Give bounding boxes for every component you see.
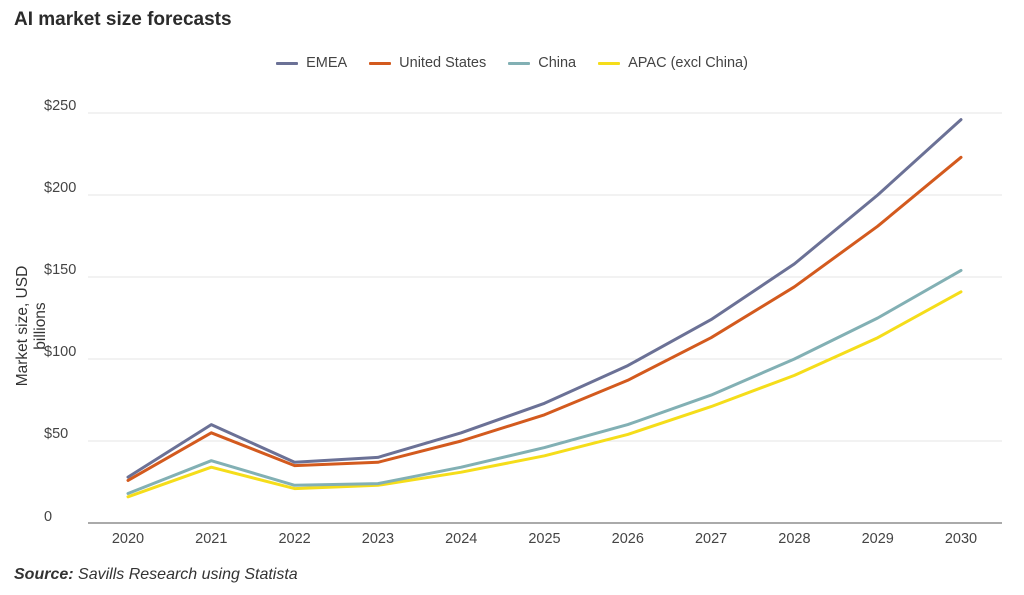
x-tick-label: 2020: [112, 531, 144, 547]
y-tick-label: 0: [44, 509, 52, 525]
x-tick-label: 2030: [945, 531, 977, 547]
legend-swatch: [369, 61, 392, 65]
legend-item: APAC (excl China): [598, 55, 748, 71]
legend-item: United States: [369, 55, 486, 71]
x-tick-label: 2023: [362, 531, 394, 547]
x-tick-label: 2022: [278, 531, 310, 547]
series-line-emea: [126, 118, 963, 479]
y-tick-label: $100: [44, 344, 76, 360]
source-label: Source:: [14, 566, 74, 583]
series-line-china: [126, 268, 963, 495]
series-line-apac-excl-china: [126, 290, 963, 499]
x-tick-label: 2028: [778, 531, 810, 547]
x-tick-label: 2021: [195, 531, 227, 547]
x-tick-label: 2025: [528, 531, 560, 547]
x-tick-label: 2026: [612, 531, 644, 547]
legend: EMEA United States China APAC (excl China): [0, 55, 1024, 71]
legend-item: China: [508, 55, 576, 71]
y-tick-label: $200: [44, 180, 76, 196]
legend-swatch: [276, 61, 299, 65]
legend-label: United States: [399, 55, 487, 71]
x-tick-label: 2024: [445, 531, 477, 547]
x-tick-label: 2029: [862, 531, 894, 547]
source-note: Source: Savills Research using Statista: [14, 566, 298, 584]
legend-label: APAC (excl China): [628, 55, 748, 71]
chart-title: AI market size forecasts: [14, 9, 232, 30]
legend-swatch: [598, 61, 621, 65]
x-tick-label: 2027: [695, 531, 727, 547]
source-text: Savills Research using Statista: [78, 566, 298, 583]
legend-item: EMEA: [276, 55, 347, 71]
y-tick-label: $50: [44, 426, 68, 442]
y-tick-label: $150: [44, 262, 76, 278]
legend-swatch: [508, 61, 531, 65]
y-tick-label: $250: [44, 98, 76, 114]
legend-label: EMEA: [306, 55, 348, 71]
series-line-united-states: [126, 155, 963, 482]
legend-label: China: [538, 55, 577, 71]
